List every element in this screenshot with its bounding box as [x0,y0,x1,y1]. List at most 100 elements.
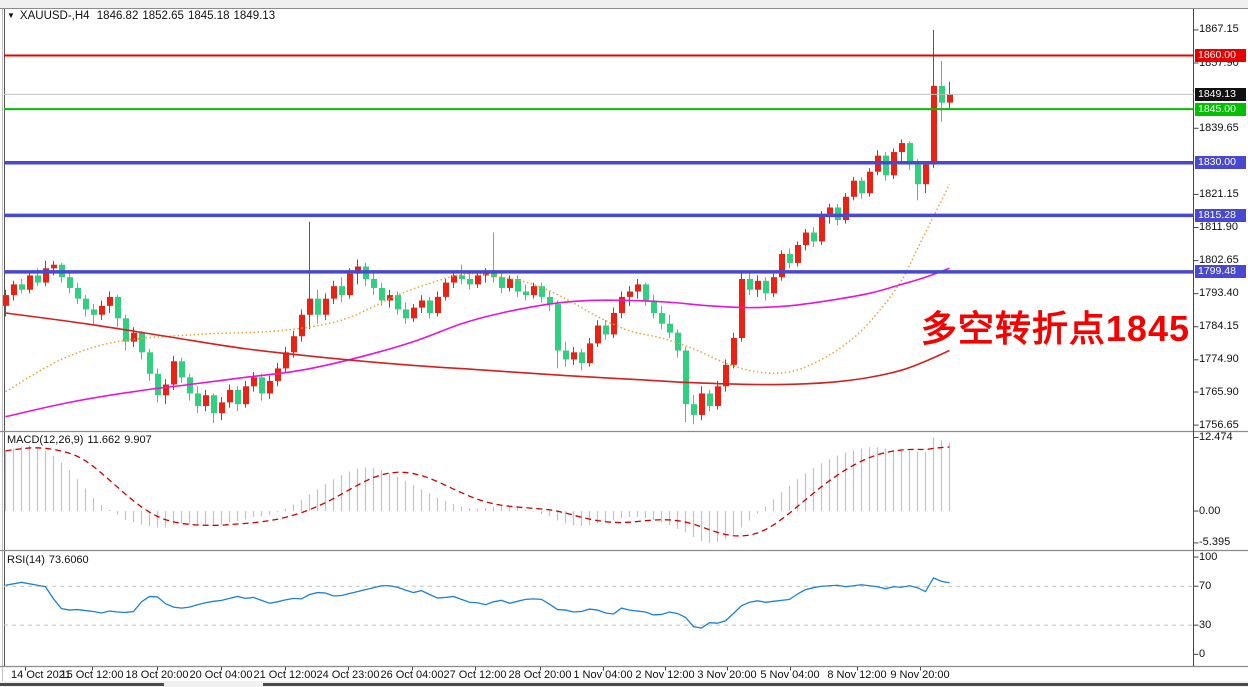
candle-body [867,171,873,194]
candle-body [651,300,657,313]
candle-body [51,264,57,269]
candle-body [379,287,385,301]
candle-body [211,395,217,414]
chart-title: ▼ XAUUSD-,H4 1846.82 1852.65 1845.18 1849.13 [7,10,279,22]
candle-body [19,284,25,290]
candle-body [739,279,745,339]
candle-body [691,404,697,415]
candle-body [827,207,833,215]
candle-body [43,268,49,283]
candle-body [347,273,353,296]
ohlc-open: 1846.82 [96,10,139,22]
scrollbar-segment[interactable] [0,683,164,686]
candle-body [67,277,73,288]
candle-body [179,361,185,378]
date-label: 9 Nov 20:00 [890,669,950,681]
price-tick-label: 1811.90 [1199,221,1238,233]
date-label: 27 Oct 12:00 [443,669,507,681]
date-label: 8 Nov 12:00 [827,669,887,681]
candle-body [811,232,817,242]
ma-mid-magenta [5,267,950,418]
symbol-period-label: XAUUSD-,H4 [19,10,90,22]
candle-body [371,279,377,288]
candle-body [523,291,529,296]
ohlc-close: 1849.13 [233,10,276,22]
candle-body [843,196,849,220]
date-label: 14 Oct 2021 [11,669,71,681]
candle-body [595,325,601,344]
candle-body [99,305,105,315]
candle-body [715,386,721,406]
candle-body [531,286,537,296]
macd-signal-value: 9.907 [124,434,152,446]
candle-body [147,352,153,374]
macd-tick-label: 0.00 [1199,504,1221,517]
price-tick-label: 1774.90 [1199,353,1239,366]
candle-body [571,352,577,360]
candle-body [115,296,121,319]
price-tick-label: 1765.90 [1199,385,1239,398]
price-level-badge: 1860.00 [1195,48,1246,62]
price-tick-label: 1839.65 [1199,121,1239,134]
date-label: 28 Oct 20:00 [508,669,572,681]
candle-body [83,298,89,310]
candle-body [699,393,705,415]
candle-body [411,307,417,319]
macd-tick-label: 12.474 [1199,430,1233,443]
rsi-tick-label: 70 [1199,579,1212,592]
ohlc-low: 1845.18 [187,10,230,22]
candle-body [795,245,801,263]
candle-body [259,377,265,394]
chevron-down-icon[interactable]: ▼ [7,11,15,20]
price-tick-label: 1793.40 [1199,287,1239,300]
rsi-line [5,577,950,629]
candle-body [859,180,865,194]
candle-body [627,291,633,297]
date-label: 21 Oct 12:00 [253,669,317,681]
price-level-badge: 1830.00 [1195,156,1246,170]
candle-body [563,350,569,360]
date-label: 3 Nov 20:00 [697,669,757,681]
annotation-text[interactable]: 多空转折点1845 [920,308,1190,349]
candle-body [947,94,953,103]
candle-body [395,295,401,310]
candle-body [355,266,361,274]
candle-body [779,253,785,278]
candle-body [611,312,617,335]
candlestick-series[interactable] [3,29,953,425]
candle-body [163,384,169,396]
candle-body [515,279,521,292]
ma-slow-red [5,312,950,386]
candle-body [683,350,689,405]
candle-body [11,284,17,296]
candle-body [75,287,81,299]
candle-body [323,298,329,315]
candle-body [923,164,929,185]
scrollbar-segment[interactable] [263,683,1248,686]
rsi-indicator-label: RSI(14) 73.6060 [7,554,93,566]
candle-body [107,296,113,306]
candle-body [435,296,441,313]
candle-body [667,323,673,333]
candle-body [243,386,249,405]
candle-body [755,280,761,290]
candle-body [171,361,177,385]
rsi-tick-label: 30 [1199,618,1212,631]
candle-body [899,143,905,153]
date-label: 20 Oct 04:00 [189,669,253,681]
candle-body [291,336,297,353]
price-level-badge: 1815.28 [1195,208,1246,222]
price-level-badge: 1799.48 [1195,265,1246,279]
candle-body [787,253,793,263]
candle-body [579,352,585,364]
candle-body [763,280,769,294]
candle-body [603,325,609,335]
rsi-tick-label: 100 [1199,550,1218,563]
candle-body [451,275,457,283]
macd-indicator-label: MACD(12,26,9) 11.662 9.907 [7,434,156,446]
candle-body [771,277,777,294]
candle-body [883,155,889,176]
date-label: 1 Nov 04:00 [573,669,633,681]
price-tick-label: 1756.65 [1199,418,1239,431]
